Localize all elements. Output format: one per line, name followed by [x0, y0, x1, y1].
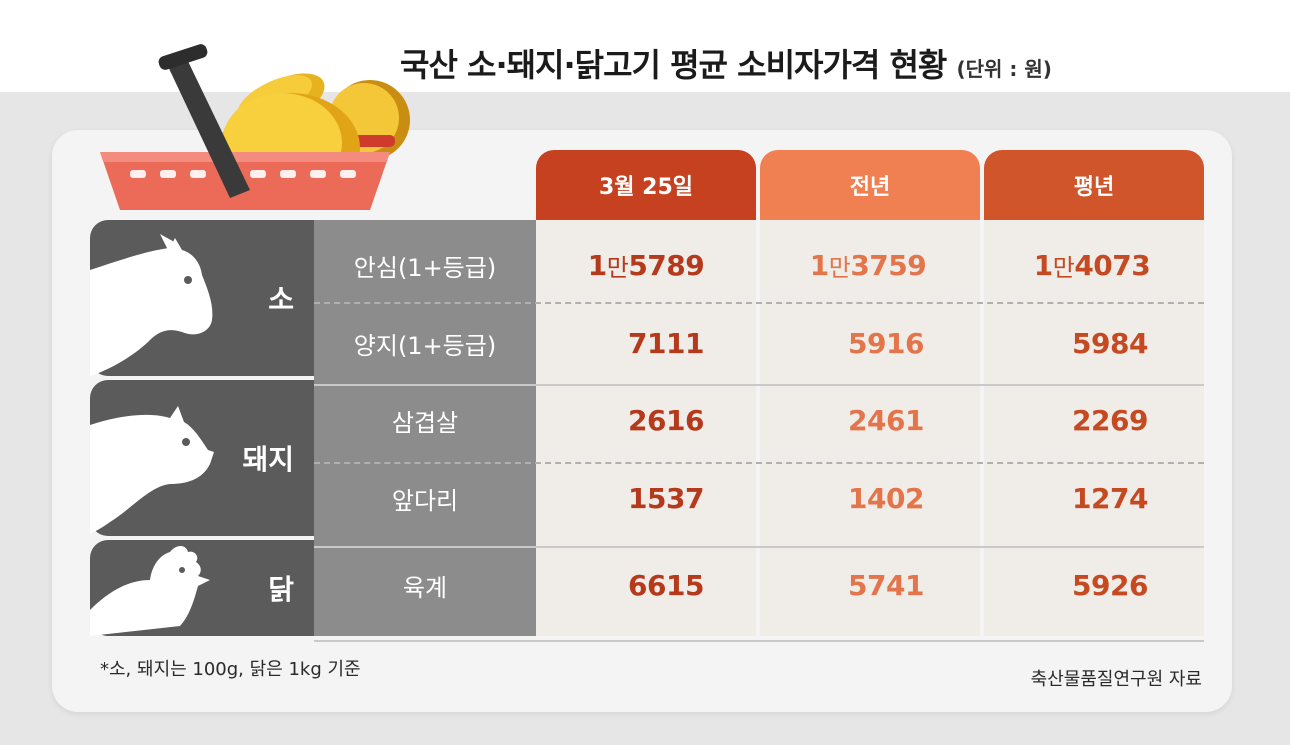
value-cell: 1537	[628, 481, 704, 515]
row-divider	[314, 462, 1204, 464]
value-cell: 1 만 4073	[1033, 248, 1151, 282]
chicken-icon	[90, 546, 210, 636]
value-cell: 2269	[1072, 403, 1148, 437]
unit-man: 만	[1052, 253, 1075, 282]
group-divider	[314, 384, 1204, 386]
unit-label: (단위 : 원)	[956, 57, 1052, 81]
title-text: 국산 소·돼지·닭고기 평균 소비자가격 현황	[400, 46, 947, 84]
value-cell: 6615	[628, 568, 704, 602]
item-column	[314, 220, 536, 636]
value-cell: 2616	[628, 403, 704, 437]
column-bg-today	[536, 220, 756, 636]
item-label: 육계	[402, 573, 448, 602]
value-cell: 5916	[848, 326, 924, 360]
source-credit: 축산물품질연구원 자료	[1030, 669, 1202, 690]
value-cell: 1 만 3759	[809, 248, 927, 282]
category-label: 소	[268, 283, 294, 316]
footnote: *소, 돼지는 100g, 닭은 1kg 기준	[100, 659, 361, 680]
chart-title: 국산 소·돼지·닭고기 평균 소비자가격 현황 (단위 : 원)	[400, 40, 1052, 86]
unit-man: 만	[606, 253, 629, 282]
category-cow: 소	[90, 220, 314, 376]
column-bg-avg	[984, 220, 1204, 636]
cow-icon	[90, 234, 213, 376]
value-cell: 2461	[848, 403, 924, 437]
row-divider	[314, 302, 1204, 304]
group-divider	[314, 546, 1204, 548]
category-chicken: 닭	[90, 540, 314, 636]
basket-icon	[100, 44, 410, 210]
table-bottom-border	[314, 640, 1204, 642]
category-pig: 돼지	[90, 380, 314, 536]
item-label: 삼겹살	[391, 408, 459, 437]
unit-man: 만	[828, 253, 851, 282]
value-cell: 1402	[848, 481, 924, 515]
value-cell: 5741	[848, 568, 924, 602]
column-bg-prev	[760, 220, 980, 636]
category-label: 돼지	[242, 443, 294, 476]
item-label: 앞다리	[391, 486, 459, 515]
column-header-today: 3월 25일	[536, 150, 756, 220]
value-cell: 5984	[1072, 326, 1148, 360]
category-label: 닭	[268, 573, 294, 606]
column-header-avg: 평년	[984, 150, 1204, 220]
value-cell: 1274	[1072, 481, 1148, 515]
value-cell: 7111	[628, 326, 704, 360]
value-cell: 5926	[1072, 568, 1148, 602]
item-label: 안심(1+등급)	[353, 253, 497, 282]
item-label: 양지(1+등급)	[353, 331, 497, 360]
value-cell: 1 만 5789	[587, 248, 705, 282]
column-header-prev: 전년	[760, 150, 980, 220]
pig-icon	[90, 406, 214, 534]
